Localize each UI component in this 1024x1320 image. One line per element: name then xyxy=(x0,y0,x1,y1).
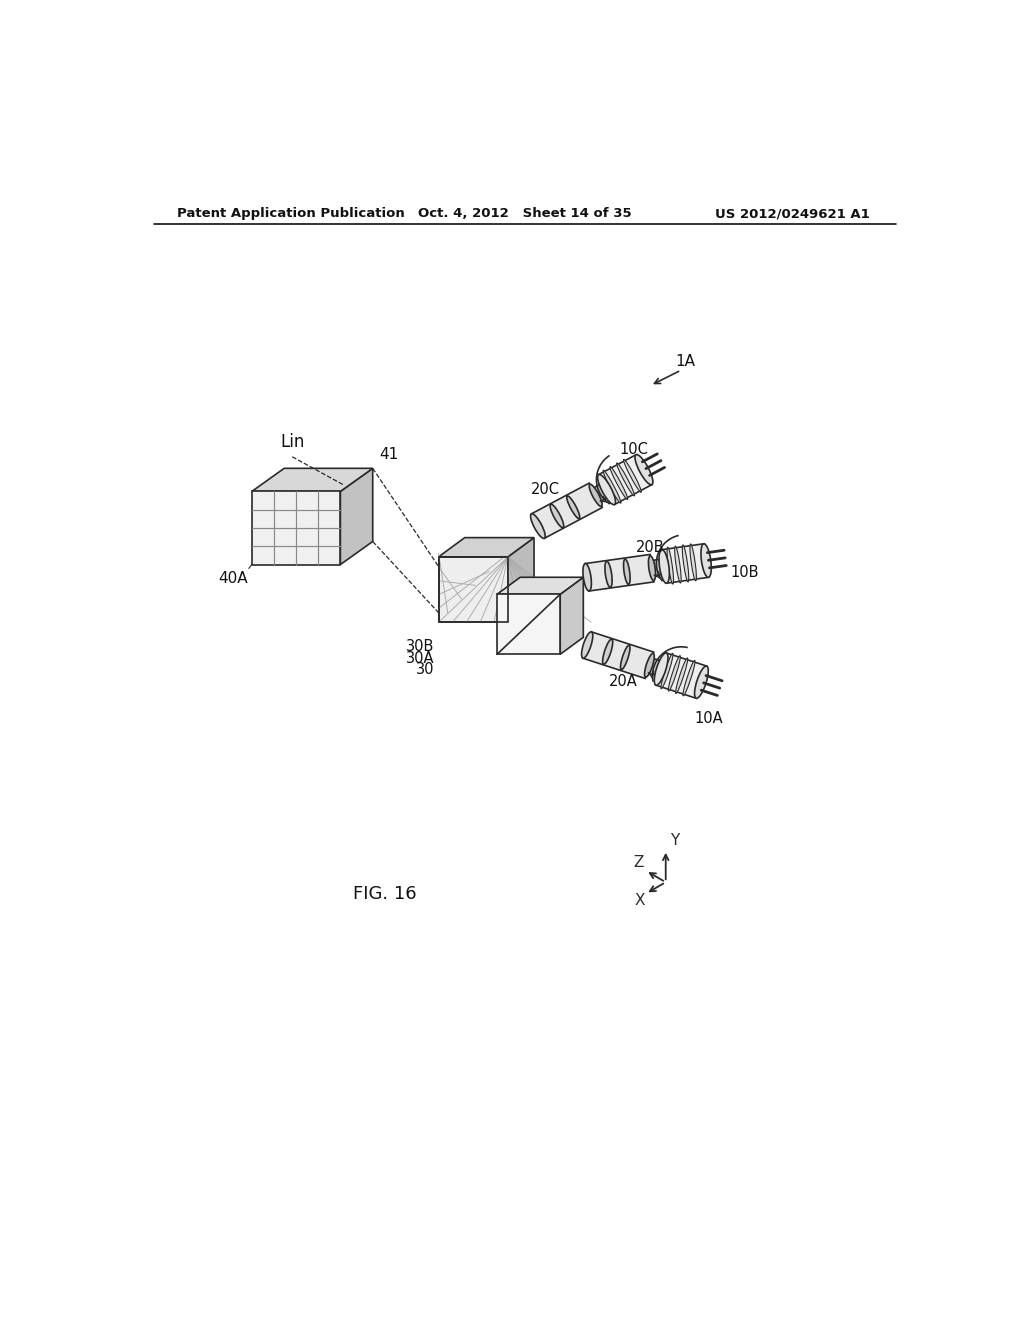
Polygon shape xyxy=(252,491,340,565)
Ellipse shape xyxy=(624,459,641,492)
Text: US 2012/0249621 A1: US 2012/0249621 A1 xyxy=(715,207,869,220)
Ellipse shape xyxy=(648,556,655,581)
Ellipse shape xyxy=(582,632,593,659)
Ellipse shape xyxy=(635,454,653,484)
Ellipse shape xyxy=(669,656,680,692)
Ellipse shape xyxy=(610,466,628,499)
Ellipse shape xyxy=(690,544,696,581)
Ellipse shape xyxy=(601,483,609,498)
Ellipse shape xyxy=(682,545,689,582)
Text: Oct. 4, 2012   Sheet 14 of 35: Oct. 4, 2012 Sheet 14 of 35 xyxy=(418,207,632,220)
Ellipse shape xyxy=(660,560,665,574)
Ellipse shape xyxy=(566,496,580,519)
Ellipse shape xyxy=(621,645,630,669)
Polygon shape xyxy=(497,594,560,655)
Polygon shape xyxy=(586,554,654,591)
Polygon shape xyxy=(438,537,535,557)
Polygon shape xyxy=(438,557,508,622)
Text: FIG. 16: FIG. 16 xyxy=(353,884,417,903)
Ellipse shape xyxy=(644,653,654,677)
Text: X: X xyxy=(635,894,645,908)
Polygon shape xyxy=(662,544,709,583)
Text: 20C: 20C xyxy=(530,482,560,498)
Polygon shape xyxy=(647,657,663,676)
Ellipse shape xyxy=(676,657,688,693)
Text: 30: 30 xyxy=(416,663,435,677)
Polygon shape xyxy=(497,577,584,594)
Ellipse shape xyxy=(624,558,630,585)
Text: 10B: 10B xyxy=(730,565,759,579)
Ellipse shape xyxy=(683,660,695,696)
Polygon shape xyxy=(531,483,602,539)
Ellipse shape xyxy=(603,639,612,664)
Ellipse shape xyxy=(583,564,592,591)
Ellipse shape xyxy=(603,470,621,503)
Ellipse shape xyxy=(530,513,545,539)
Ellipse shape xyxy=(654,653,668,685)
Ellipse shape xyxy=(667,548,674,583)
Text: Z: Z xyxy=(634,855,644,870)
Text: 30B: 30B xyxy=(407,639,435,655)
Polygon shape xyxy=(560,577,584,655)
Ellipse shape xyxy=(659,549,670,583)
Ellipse shape xyxy=(660,653,673,689)
Text: Lin: Lin xyxy=(281,433,304,451)
Polygon shape xyxy=(252,469,373,491)
Polygon shape xyxy=(592,483,609,502)
Ellipse shape xyxy=(605,561,612,587)
Text: 1A: 1A xyxy=(675,354,695,370)
Text: 40A: 40A xyxy=(218,570,248,586)
Ellipse shape xyxy=(694,667,709,698)
Text: 10A: 10A xyxy=(694,711,723,726)
Text: 30A: 30A xyxy=(407,651,435,665)
Ellipse shape xyxy=(656,661,663,676)
Ellipse shape xyxy=(675,546,681,583)
Polygon shape xyxy=(656,653,707,698)
Polygon shape xyxy=(508,537,535,622)
Ellipse shape xyxy=(616,463,635,496)
Text: 41: 41 xyxy=(379,447,398,462)
Ellipse shape xyxy=(598,474,615,504)
Ellipse shape xyxy=(589,484,602,507)
Ellipse shape xyxy=(550,504,563,528)
Polygon shape xyxy=(583,632,653,678)
Text: 20B: 20B xyxy=(636,540,665,554)
Text: Patent Application Publication: Patent Application Publication xyxy=(177,207,404,220)
Ellipse shape xyxy=(701,544,712,577)
Polygon shape xyxy=(651,560,664,576)
Text: 20A: 20A xyxy=(608,675,637,689)
Polygon shape xyxy=(599,454,652,504)
Text: 10C: 10C xyxy=(618,442,648,458)
Text: Y: Y xyxy=(671,833,680,849)
Polygon shape xyxy=(340,469,373,565)
